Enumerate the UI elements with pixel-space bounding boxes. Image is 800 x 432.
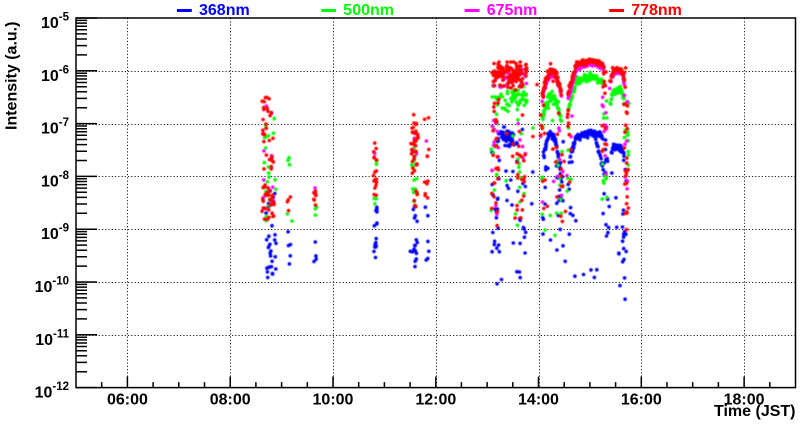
svg-text:14:00: 14:00 (518, 392, 559, 409)
svg-text:16:00: 16:00 (621, 392, 662, 409)
svg-text:06:00: 06:00 (107, 392, 148, 409)
svg-text:12:00: 12:00 (415, 392, 456, 409)
svg-text:08:00: 08:00 (210, 392, 251, 409)
svg-text:675nm: 675nm (487, 2, 538, 19)
svg-text:778nm: 778nm (631, 2, 682, 19)
svg-text:368nm: 368nm (199, 2, 250, 19)
svg-text:10:00: 10:00 (313, 392, 354, 409)
svg-text:Intensity (a.u.): Intensity (a.u.) (4, 22, 21, 130)
svg-text:Time (JST): Time (JST) (714, 403, 796, 420)
svg-text:18:00: 18:00 (724, 392, 765, 409)
svg-text:500nm: 500nm (343, 2, 394, 19)
